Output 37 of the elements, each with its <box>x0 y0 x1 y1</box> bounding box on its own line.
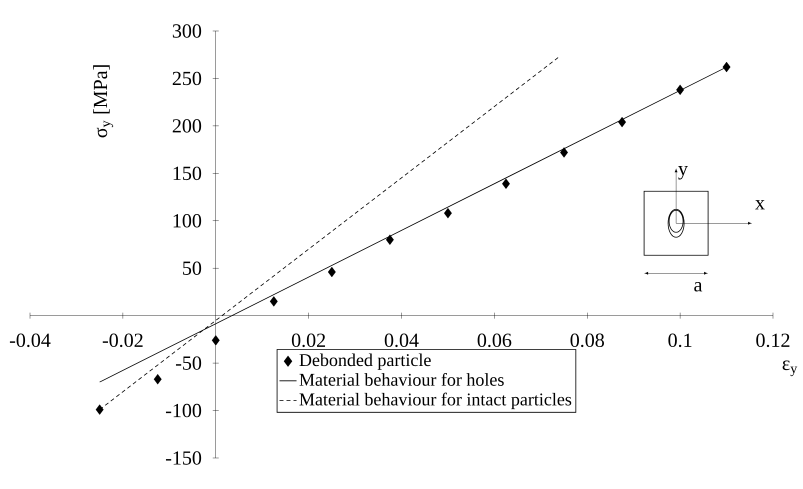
x-tick-label: 0.08 <box>570 334 604 348</box>
point <box>96 404 104 415</box>
x-tick-label: 0.12 <box>756 334 790 348</box>
point <box>444 208 452 218</box>
y-axis-title: σ$_{y}$ [MPa] <box>93 65 114 138</box>
point <box>560 147 568 158</box>
annotation: x <box>755 200 765 210</box>
point <box>328 266 336 278</box>
annotation: y <box>678 166 688 180</box>
point <box>676 84 684 96</box>
point <box>722 62 731 72</box>
point <box>212 335 220 346</box>
point <box>502 178 510 189</box>
legend-label: Material behaviour for holes <box>299 372 504 386</box>
y-tick-label: -100 <box>166 404 202 418</box>
x-tick-label: 0.1 <box>668 334 692 348</box>
x-tick-label: -0.04 <box>10 334 51 348</box>
y-tick-label: 50 <box>183 261 202 275</box>
y-tick-label: 300 <box>172 24 202 38</box>
y-tick-label: -150 <box>166 451 202 465</box>
x-tick-label: 0.06 <box>478 334 512 348</box>
y-tick-label: 200 <box>172 119 202 133</box>
point <box>386 234 394 245</box>
y-tick-label: 150 <box>174 166 202 180</box>
x-tick-label: 0.04 <box>384 334 419 348</box>
point <box>154 374 162 384</box>
point <box>270 296 278 307</box>
x-tick-label: 0.02 <box>292 334 326 348</box>
y-tick-label: -50 <box>176 356 202 370</box>
x-tick-label: -0.02 <box>102 334 143 348</box>
y-tick-label: 100 <box>174 214 202 228</box>
y-tick-label: 250 <box>172 72 202 86</box>
point <box>618 116 626 128</box>
annotation: a <box>694 282 702 292</box>
legend-label: Debonded particle <box>299 353 431 370</box>
legend-label: Material behaviour for intact particles <box>299 392 572 410</box>
x-axis-title: ε$_{y}$ <box>782 360 798 376</box>
